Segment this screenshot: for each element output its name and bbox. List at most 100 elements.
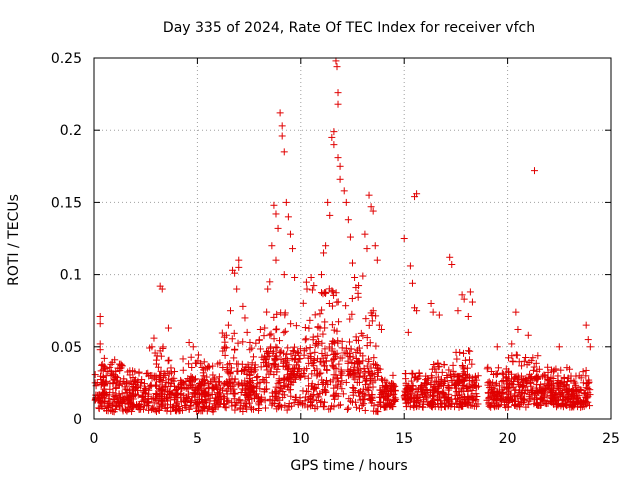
data-point [569,401,577,409]
data-point [344,366,352,374]
data-point [504,385,512,393]
data-point [253,374,261,382]
data-point [264,285,272,293]
data-point [582,321,590,329]
data-point [204,380,212,388]
data-point [487,403,495,411]
data-point [382,399,390,407]
data-point [345,338,353,346]
data-point [98,402,106,410]
data-point [453,400,461,408]
data-point [189,343,197,351]
data-point [206,394,214,402]
data-point [344,404,352,412]
data-point [185,405,193,413]
data-point [356,396,364,404]
data-point [484,363,492,371]
data-point [347,397,355,405]
data-point [454,307,462,315]
data-point [318,398,326,406]
data-point [260,388,268,396]
data-point [330,128,338,136]
data-point [235,256,243,264]
data-point [246,346,254,354]
data-point [301,324,309,332]
data-point [334,337,342,345]
x-tick-label: 25 [602,431,620,447]
data-point [174,405,182,413]
data-point [556,386,564,394]
data-point [360,364,368,372]
data-point [500,401,508,409]
data-point [303,285,311,293]
data-point [325,285,333,293]
data-point [218,386,226,394]
data-point [329,288,337,296]
data-point [156,375,164,383]
data-point [443,394,451,402]
data-point [364,384,372,392]
data-point [413,392,421,400]
data-point [554,372,562,380]
y-tick-label: 0.25 [51,51,82,67]
data-point [378,375,386,383]
data-point [221,351,229,359]
data-point [334,374,342,382]
data-point [218,329,226,337]
data-point [231,346,239,354]
data-point [272,326,280,334]
data-point [223,366,231,374]
data-point [306,316,314,324]
data-point [302,393,310,401]
data-point [278,132,286,140]
data-point [392,387,400,395]
data-point [267,343,275,351]
data-point [430,386,438,394]
data-point [365,357,373,365]
data-point [483,365,491,373]
data-point [165,356,173,364]
data-point [112,372,120,380]
data-point [242,385,250,393]
data-point [96,320,104,328]
data-point [537,401,545,409]
data-point [311,348,319,356]
data-point [281,309,289,317]
data-point [371,242,379,250]
data-point [250,388,258,396]
data-point [349,259,356,267]
data-point [116,367,124,375]
data-point [585,378,593,386]
data-point [308,380,316,388]
data-point [314,332,322,340]
data-point [490,399,498,407]
data-point [299,369,307,377]
data-point [330,141,338,149]
data-point [280,329,288,337]
data-point [276,402,284,410]
data-point [276,379,284,387]
data-point [375,393,383,401]
data-point [280,148,288,156]
data-point [279,388,287,396]
data-point [145,390,153,398]
data-point [464,312,472,320]
data-point [369,383,377,391]
data-point [304,374,312,382]
data-point [527,388,535,396]
data-point [329,362,337,370]
data-point [287,381,295,389]
data-point [256,345,264,353]
data-point [118,362,126,370]
data-point [460,387,468,395]
data-point [536,384,544,392]
data-point [308,286,316,294]
data-point [408,394,416,402]
data-point [99,366,107,374]
data-point [287,392,295,400]
data-point [147,382,155,390]
data-point [537,381,545,389]
data-point [124,368,132,376]
data-point [256,385,264,393]
plot-frame [93,57,612,420]
